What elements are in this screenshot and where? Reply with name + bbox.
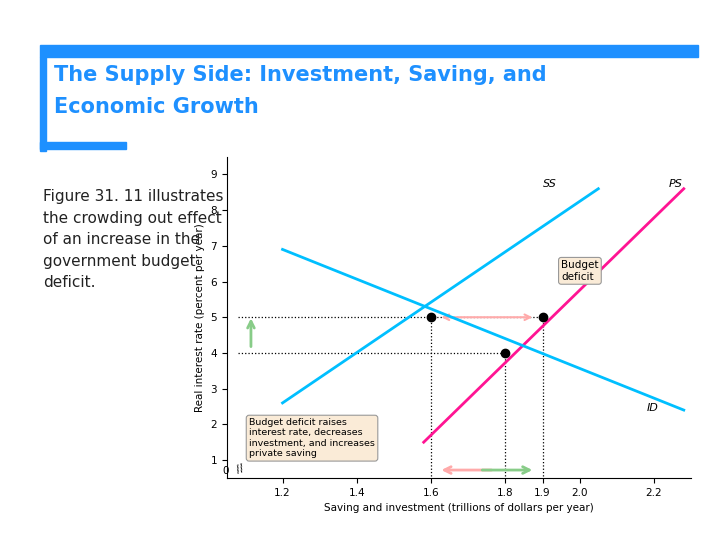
Y-axis label: Real interest rate (percent per year): Real interest rate (percent per year) [195, 223, 205, 411]
Text: ID: ID [647, 403, 659, 413]
Text: PS: PS [669, 179, 683, 189]
Text: Figure 31. 11 illustrates
the crowding out effect
of an increase in the
governme: Figure 31. 11 illustrates the crowding o… [43, 189, 224, 291]
Text: //: // [235, 463, 245, 475]
X-axis label: Saving and investment (trillions of dollars per year): Saving and investment (trillions of doll… [324, 503, 594, 513]
Text: 0: 0 [222, 466, 229, 476]
Text: SS: SS [543, 179, 557, 189]
Text: Budget deficit raises
interest rate, decreases
investment, and increases
private: Budget deficit raises interest rate, dec… [249, 418, 375, 458]
Text: Budget
deficit: Budget deficit [561, 260, 598, 282]
Text: The Supply Side: Investment, Saving, and: The Supply Side: Investment, Saving, and [54, 65, 546, 85]
Text: Economic Growth: Economic Growth [54, 97, 258, 117]
